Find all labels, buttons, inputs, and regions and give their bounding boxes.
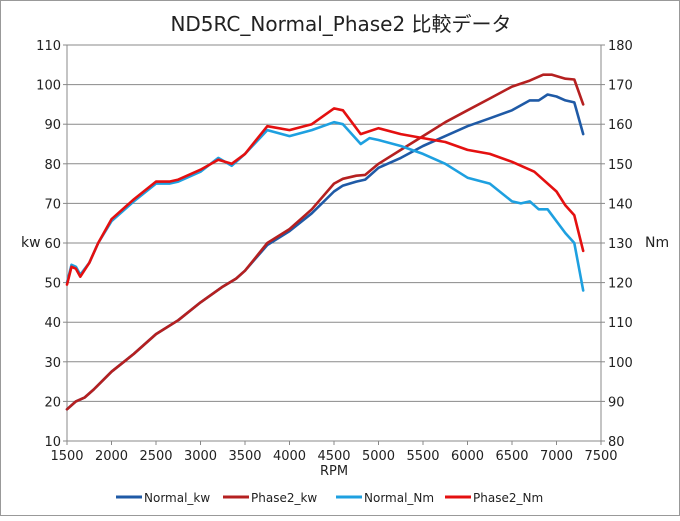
y-tick-label-left: 10 <box>44 435 61 450</box>
series-line-phase2-kw <box>65 73 585 411</box>
y-tick-label-left: 110 <box>36 39 61 54</box>
y-tick-label-right: 120 <box>608 277 633 292</box>
y-tick-label-left: 100 <box>36 79 61 94</box>
y-tick-label-left: 30 <box>44 356 61 371</box>
x-tick-label: 3000 <box>184 449 217 464</box>
legend-label: Normal_Nm <box>364 491 434 505</box>
x-tick-label: 7000 <box>540 449 573 464</box>
legend-label: Normal_kw <box>144 491 210 505</box>
y-tick-label-left: 80 <box>44 158 61 173</box>
y-axis-right-label: Nm <box>645 235 669 251</box>
legend-label: Phase2_Nm <box>473 491 543 505</box>
y-tick-label-right: 180 <box>608 39 633 54</box>
x-tick-label: 2500 <box>139 449 172 464</box>
x-tick-label: 7500 <box>584 449 617 464</box>
y-tick-label-right: 100 <box>608 356 633 371</box>
y-tick-label-left: 90 <box>44 118 61 133</box>
x-tick-label: 5000 <box>362 449 395 464</box>
y-tick-label-right: 160 <box>608 118 633 133</box>
y-tick-label-left: 50 <box>44 277 61 292</box>
y-tick-label-right: 80 <box>608 435 625 450</box>
x-axis-label: RPM <box>320 464 348 479</box>
x-tick-label: 4500 <box>317 449 350 464</box>
y-axis-left-label: kw <box>21 235 41 251</box>
y-tick-label-right: 150 <box>608 158 633 173</box>
y-tick-label-left: 70 <box>44 197 61 212</box>
x-tick-label: 5500 <box>406 449 439 464</box>
x-tick-label: 2000 <box>95 449 128 464</box>
x-tick-label: 3500 <box>228 449 261 464</box>
y-tick-label-left: 40 <box>44 316 61 331</box>
x-tick-label: 1500 <box>50 449 83 464</box>
y-tick-label-left: 20 <box>44 395 61 410</box>
y-tick-label-right: 130 <box>608 237 633 252</box>
y-tick-label-right: 140 <box>608 197 633 212</box>
y-tick-label-right: 170 <box>608 79 633 94</box>
legend-label: Phase2_kw <box>251 491 317 505</box>
chart-title: ND5RC_Normal_Phase2 比較データ <box>170 12 511 36</box>
x-tick-label: 4000 <box>273 449 306 464</box>
y-tick-label-right: 110 <box>608 316 633 331</box>
series-line-normal-nm <box>65 120 585 292</box>
y-tick-label-right: 90 <box>608 395 625 410</box>
y-tick-label-left: 60 <box>44 237 61 252</box>
series-line-phase2-nm <box>65 107 585 286</box>
x-tick-label: 6000 <box>451 449 484 464</box>
x-tick-label: 6500 <box>495 449 528 464</box>
